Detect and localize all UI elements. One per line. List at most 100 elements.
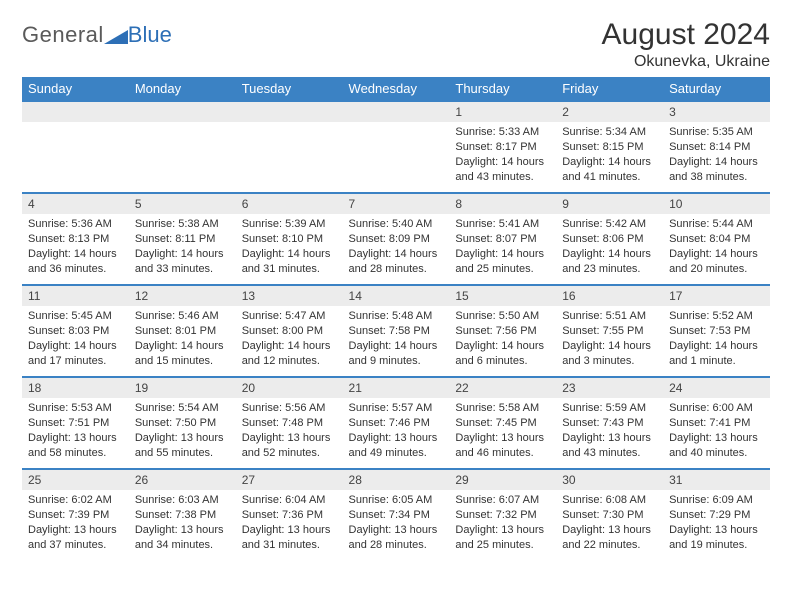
daylight-text-line2: and 37 minutes. [28,538,123,553]
daylight-text-line1: Daylight: 13 hours [135,523,230,538]
sunrise-text: Sunrise: 5:48 AM [349,309,444,324]
calendar-day-cell: 9Sunrise: 5:42 AMSunset: 8:06 PMDaylight… [556,192,663,284]
page-title: August 2024 [602,18,770,51]
daylight-text-line1: Daylight: 14 hours [242,339,337,354]
day-number: 23 [556,376,663,398]
sunrise-text: Sunrise: 5:47 AM [242,309,337,324]
calendar-day-cell: 16Sunrise: 5:51 AMSunset: 7:55 PMDayligh… [556,284,663,376]
calendar-week-row: 18Sunrise: 5:53 AMSunset: 7:51 PMDayligh… [22,376,770,468]
calendar-day-cell: 7Sunrise: 5:40 AMSunset: 8:09 PMDaylight… [343,192,450,284]
weekday-header: Friday [556,77,663,100]
sunrise-text: Sunrise: 5:44 AM [669,217,764,232]
sunrise-text: Sunrise: 5:39 AM [242,217,337,232]
daylight-text-line1: Daylight: 14 hours [455,155,550,170]
daylight-text-line2: and 6 minutes. [455,354,550,369]
daylight-text-line1: Daylight: 14 hours [669,339,764,354]
daylight-text-line1: Daylight: 13 hours [669,523,764,538]
sunset-text: Sunset: 8:07 PM [455,232,550,247]
sunrise-text: Sunrise: 5:33 AM [455,125,550,140]
day-number [236,100,343,122]
day-number: 22 [449,376,556,398]
sunset-text: Sunset: 8:15 PM [562,140,657,155]
sunset-text: Sunset: 7:53 PM [669,324,764,339]
sunrise-text: Sunrise: 5:50 AM [455,309,550,324]
sunrise-text: Sunrise: 5:46 AM [135,309,230,324]
daylight-text-line1: Daylight: 14 hours [135,247,230,262]
daylight-text-line2: and 40 minutes. [669,446,764,461]
sunset-text: Sunset: 7:43 PM [562,416,657,431]
day-content: Sunrise: 6:05 AMSunset: 7:34 PMDaylight:… [343,490,450,556]
calendar-day-cell: 10Sunrise: 5:44 AMSunset: 8:04 PMDayligh… [663,192,770,284]
calendar-day-cell: 26Sunrise: 6:03 AMSunset: 7:38 PMDayligh… [129,468,236,560]
daylight-text-line1: Daylight: 14 hours [455,247,550,262]
weekday-header: Thursday [449,77,556,100]
day-content: Sunrise: 5:48 AMSunset: 7:58 PMDaylight:… [343,306,450,372]
calendar-day-cell [129,100,236,192]
daylight-text-line1: Daylight: 14 hours [669,247,764,262]
sunset-text: Sunset: 7:58 PM [349,324,444,339]
calendar-day-cell [236,100,343,192]
day-content: Sunrise: 6:00 AMSunset: 7:41 PMDaylight:… [663,398,770,464]
daylight-text-line2: and 46 minutes. [455,446,550,461]
calendar-day-cell: 22Sunrise: 5:58 AMSunset: 7:45 PMDayligh… [449,376,556,468]
calendar-weekday-header: SundayMondayTuesdayWednesdayThursdayFrid… [22,77,770,100]
daylight-text-line2: and 9 minutes. [349,354,444,369]
daylight-text-line1: Daylight: 14 hours [28,339,123,354]
daylight-text-line2: and 25 minutes. [455,538,550,553]
daylight-text-line1: Daylight: 13 hours [242,431,337,446]
calendar-week-row: 1Sunrise: 5:33 AMSunset: 8:17 PMDaylight… [22,100,770,192]
daylight-text-line1: Daylight: 13 hours [455,523,550,538]
day-number: 29 [449,468,556,490]
sunrise-text: Sunrise: 5:51 AM [562,309,657,324]
daylight-text-line1: Daylight: 13 hours [349,431,444,446]
day-number: 17 [663,284,770,306]
calendar-day-cell [343,100,450,192]
sunset-text: Sunset: 8:11 PM [135,232,230,247]
daylight-text-line2: and 28 minutes. [349,262,444,277]
daylight-text-line2: and 17 minutes. [28,354,123,369]
sunrise-text: Sunrise: 6:09 AM [669,493,764,508]
daylight-text-line2: and 23 minutes. [562,262,657,277]
weekday-header: Saturday [663,77,770,100]
sunrise-text: Sunrise: 5:54 AM [135,401,230,416]
daylight-text-line1: Daylight: 14 hours [135,339,230,354]
sunset-text: Sunset: 8:10 PM [242,232,337,247]
daylight-text-line2: and 15 minutes. [135,354,230,369]
calendar-table: SundayMondayTuesdayWednesdayThursdayFrid… [22,77,770,560]
sunset-text: Sunset: 7:34 PM [349,508,444,523]
day-content: Sunrise: 5:34 AMSunset: 8:15 PMDaylight:… [556,122,663,188]
day-content [343,122,450,129]
day-number: 10 [663,192,770,214]
calendar-day-cell: 6Sunrise: 5:39 AMSunset: 8:10 PMDaylight… [236,192,343,284]
daylight-text-line1: Daylight: 13 hours [28,431,123,446]
calendar-day-cell: 20Sunrise: 5:56 AMSunset: 7:48 PMDayligh… [236,376,343,468]
calendar-day-cell: 19Sunrise: 5:54 AMSunset: 7:50 PMDayligh… [129,376,236,468]
daylight-text-line2: and 43 minutes. [455,170,550,185]
day-number: 2 [556,100,663,122]
sunset-text: Sunset: 7:41 PM [669,416,764,431]
daylight-text-line2: and 41 minutes. [562,170,657,185]
day-content: Sunrise: 5:39 AMSunset: 8:10 PMDaylight:… [236,214,343,280]
sunrise-text: Sunrise: 5:56 AM [242,401,337,416]
sunset-text: Sunset: 7:39 PM [28,508,123,523]
day-content: Sunrise: 6:09 AMSunset: 7:29 PMDaylight:… [663,490,770,556]
day-number: 30 [556,468,663,490]
calendar-day-cell: 17Sunrise: 5:52 AMSunset: 7:53 PMDayligh… [663,284,770,376]
day-number: 5 [129,192,236,214]
daylight-text-line1: Daylight: 14 hours [242,247,337,262]
day-number: 28 [343,468,450,490]
sunset-text: Sunset: 8:13 PM [28,232,123,247]
daylight-text-line1: Daylight: 14 hours [455,339,550,354]
day-content: Sunrise: 5:41 AMSunset: 8:07 PMDaylight:… [449,214,556,280]
sunset-text: Sunset: 8:17 PM [455,140,550,155]
daylight-text-line1: Daylight: 13 hours [562,431,657,446]
sunset-text: Sunset: 8:14 PM [669,140,764,155]
sunset-text: Sunset: 8:06 PM [562,232,657,247]
day-number: 13 [236,284,343,306]
sunset-text: Sunset: 8:01 PM [135,324,230,339]
day-number: 16 [556,284,663,306]
sunrise-text: Sunrise: 5:34 AM [562,125,657,140]
day-number: 27 [236,468,343,490]
calendar-day-cell: 24Sunrise: 6:00 AMSunset: 7:41 PMDayligh… [663,376,770,468]
sunrise-text: Sunrise: 5:35 AM [669,125,764,140]
